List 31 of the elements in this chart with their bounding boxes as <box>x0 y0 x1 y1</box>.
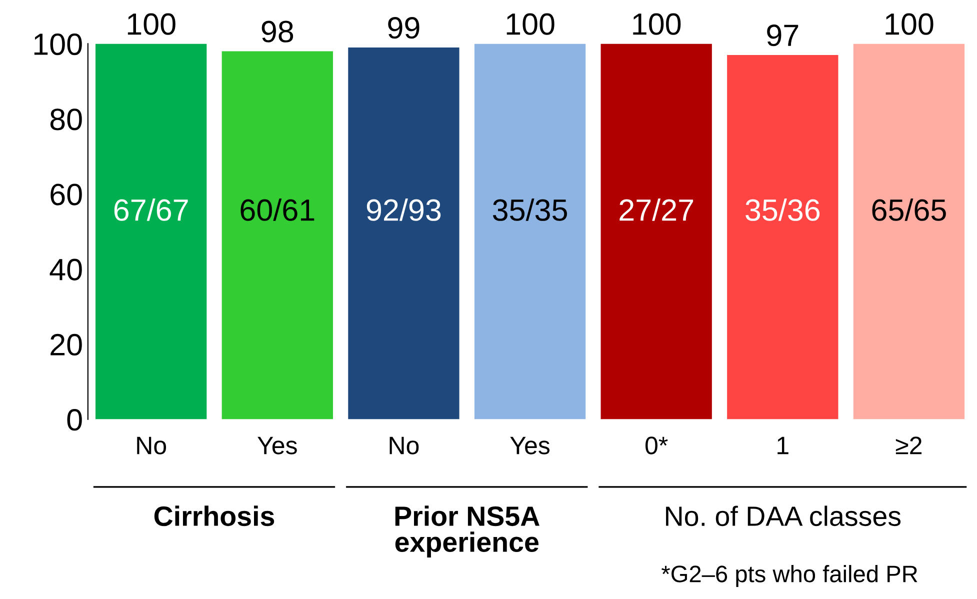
y-tick-label: 100 <box>34 33 82 56</box>
data-label: 100 <box>128 13 176 35</box>
x-tick-label: No <box>390 436 419 454</box>
annotation: 35/35 <box>492 198 567 221</box>
annotation: 65/65 <box>872 198 946 221</box>
data-label: 98 <box>262 20 294 42</box>
text: Prior NS5A experience <box>395 506 540 558</box>
text: *G2–6 pts who failed PR <box>662 565 918 588</box>
annotation: 35/36 <box>746 198 820 221</box>
y-tick-label: 0 <box>67 409 82 431</box>
y-tick-label: 60 <box>50 184 82 206</box>
x-tick-label: No <box>137 436 166 454</box>
annotation: 27/27 <box>620 198 694 221</box>
data-label: 100 <box>886 13 934 35</box>
data-label: 100 <box>633 13 681 35</box>
annotation: 67/67 <box>114 198 188 221</box>
x-tick-label: Yes <box>510 436 550 454</box>
x-tick-label: Yes <box>258 436 297 454</box>
annotation: 60/61 <box>240 198 314 221</box>
x-tick-label: 0* <box>645 436 668 454</box>
data-label: 97 <box>767 24 798 46</box>
x-tick-label: ≥2 <box>896 436 922 454</box>
data-label: 100 <box>506 13 554 35</box>
y-tick-label: 40 <box>50 258 82 280</box>
text: No. of DAA classes <box>666 506 901 526</box>
y-tick-label: 20 <box>50 334 82 356</box>
annotation: 92/93 <box>366 198 441 221</box>
data-label: 99 <box>388 17 420 39</box>
y-tick-label: 80 <box>50 108 82 130</box>
text: Cirrhosis <box>154 506 274 526</box>
x-tick-label: 1 <box>778 436 788 454</box>
